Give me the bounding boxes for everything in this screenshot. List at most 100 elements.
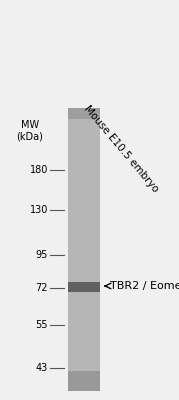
Bar xyxy=(68,359,100,360)
Bar xyxy=(68,352,100,354)
Bar xyxy=(68,228,100,230)
Bar xyxy=(68,127,100,128)
Bar xyxy=(68,134,100,136)
Bar xyxy=(68,353,100,355)
Bar xyxy=(68,370,100,372)
Bar xyxy=(68,308,100,310)
Bar xyxy=(68,121,100,122)
Bar xyxy=(68,155,100,156)
Bar xyxy=(68,372,100,374)
Bar xyxy=(68,320,100,321)
Bar xyxy=(68,206,100,207)
Bar xyxy=(68,364,100,365)
Bar xyxy=(68,381,100,382)
Bar xyxy=(68,214,100,216)
Bar xyxy=(68,219,100,220)
Bar xyxy=(68,274,100,276)
Bar xyxy=(68,290,100,291)
Bar xyxy=(68,336,100,338)
Bar xyxy=(68,146,100,148)
Text: 55: 55 xyxy=(35,320,48,330)
Bar xyxy=(68,153,100,154)
Text: TBR2 / Eomes: TBR2 / Eomes xyxy=(110,281,179,291)
Bar xyxy=(68,363,100,364)
Bar xyxy=(68,270,100,271)
Bar xyxy=(68,150,100,152)
Bar xyxy=(68,125,100,126)
Bar xyxy=(68,292,100,294)
Bar xyxy=(68,361,100,362)
Bar xyxy=(68,221,100,222)
Bar xyxy=(68,326,100,328)
Bar xyxy=(68,307,100,309)
Bar xyxy=(68,380,100,381)
Bar xyxy=(68,234,100,235)
Bar xyxy=(68,258,100,259)
Bar xyxy=(68,200,100,202)
Bar xyxy=(68,184,100,186)
Bar xyxy=(68,164,100,166)
Bar xyxy=(68,122,100,124)
Bar xyxy=(68,164,100,165)
Bar xyxy=(68,389,100,390)
Bar xyxy=(68,173,100,174)
Bar xyxy=(68,275,100,277)
Bar xyxy=(68,197,100,199)
Bar xyxy=(68,259,100,261)
Bar xyxy=(68,343,100,344)
Bar xyxy=(68,288,100,289)
Bar xyxy=(68,146,100,147)
Bar xyxy=(68,203,100,204)
Bar xyxy=(68,340,100,342)
Bar xyxy=(68,252,100,253)
Bar xyxy=(68,188,100,189)
Bar xyxy=(68,130,100,131)
Bar xyxy=(68,301,100,302)
Bar xyxy=(68,227,100,229)
Bar xyxy=(68,171,100,172)
Bar xyxy=(68,175,100,176)
Bar xyxy=(68,176,100,177)
Bar xyxy=(68,338,100,340)
Bar xyxy=(68,210,100,212)
Bar xyxy=(68,248,100,250)
Bar xyxy=(68,152,100,154)
Bar xyxy=(68,318,100,320)
Bar xyxy=(68,317,100,318)
Bar xyxy=(68,145,100,146)
Bar xyxy=(68,216,100,218)
Bar xyxy=(68,328,100,330)
Bar xyxy=(68,124,100,126)
Text: 180: 180 xyxy=(30,165,48,175)
Bar xyxy=(68,114,100,115)
Bar xyxy=(68,185,100,186)
Bar xyxy=(68,286,100,288)
Bar xyxy=(68,253,100,254)
Bar xyxy=(68,240,100,242)
Bar xyxy=(68,120,100,122)
Bar xyxy=(68,309,100,311)
Bar xyxy=(68,362,100,363)
Bar xyxy=(68,304,100,305)
Bar xyxy=(68,118,100,119)
Bar xyxy=(68,192,100,193)
Bar xyxy=(68,224,100,226)
Bar xyxy=(68,272,100,274)
Bar xyxy=(68,295,100,296)
Bar xyxy=(68,148,100,150)
Bar xyxy=(68,348,100,349)
Bar xyxy=(68,264,100,266)
Bar xyxy=(68,196,100,198)
Bar xyxy=(68,293,100,295)
Bar xyxy=(68,286,100,287)
Bar xyxy=(68,360,100,361)
Bar xyxy=(68,268,100,269)
Bar xyxy=(68,384,100,385)
Bar xyxy=(68,294,100,296)
Bar xyxy=(68,190,100,191)
Bar xyxy=(68,313,100,314)
Bar xyxy=(68,288,100,290)
Text: 43: 43 xyxy=(36,363,48,373)
Bar xyxy=(68,281,100,282)
Bar xyxy=(68,250,100,251)
